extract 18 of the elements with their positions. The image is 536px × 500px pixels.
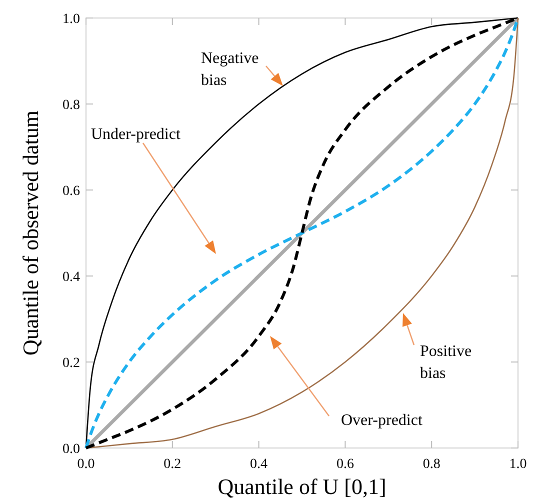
x-tick-label: 0.4: [250, 457, 268, 472]
y-tick-label: 0.0: [62, 442, 80, 457]
y-tick-label: 0.6: [62, 184, 80, 199]
annotation: Negative bias: [201, 50, 259, 89]
y-tick-label: 0.4: [62, 270, 80, 285]
y-axis-title: Quantile of observed datum: [18, 110, 43, 356]
x-tick-label: 0.8: [422, 457, 440, 472]
x-tick-label: 0.6: [336, 457, 354, 472]
annotation: Positive bias: [420, 343, 472, 382]
y-tick-label: 0.2: [62, 356, 80, 371]
annotation: Over-predict: [341, 412, 423, 429]
y-tick-label: 0.8: [62, 98, 80, 113]
annotation: Under-predict: [91, 126, 181, 143]
x-axis-title: Quantile of U [0,1]: [218, 474, 386, 499]
x-tick-label: 0.0: [77, 457, 95, 472]
x-tick-label: 1.0: [509, 457, 527, 472]
y-tick-label: 1.0: [62, 12, 80, 27]
x-tick-label: 0.2: [164, 457, 182, 472]
